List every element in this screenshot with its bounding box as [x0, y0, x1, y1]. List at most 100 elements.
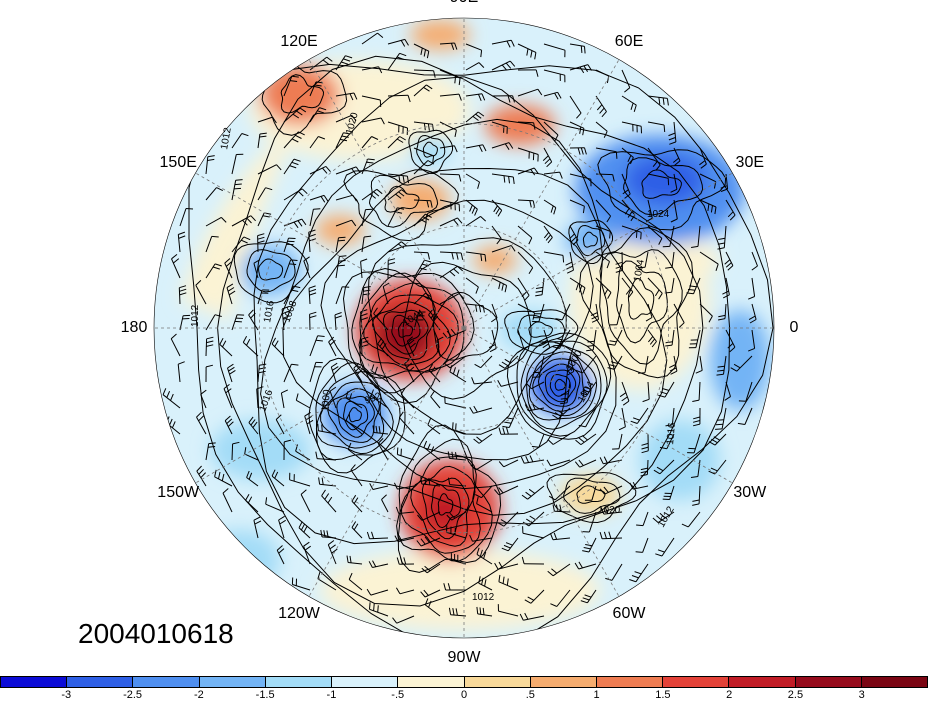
wind-barb	[595, 121, 608, 138]
wind-barb	[647, 95, 669, 106]
meridian-line	[463, 59, 620, 329]
wind-barb	[652, 511, 675, 524]
isobar-line	[582, 231, 598, 248]
colorbar-tick-label: -3	[61, 689, 72, 701]
wind-barb	[361, 32, 384, 45]
wind-barb	[387, 258, 396, 279]
wind-barb	[595, 225, 611, 239]
isobar-line	[327, 388, 380, 443]
longitude-label: 60W	[612, 604, 646, 622]
wind-barb	[681, 511, 701, 528]
wind-barb	[584, 485, 597, 501]
wind-barb	[430, 390, 441, 409]
isobar-line	[616, 260, 668, 344]
wind-barb	[569, 43, 586, 54]
wind-barb	[473, 433, 493, 444]
wind-barb	[291, 577, 311, 591]
wind-barb	[724, 381, 731, 401]
isobar-line	[320, 381, 385, 449]
wind-barb	[595, 251, 610, 269]
wind-barb	[200, 389, 207, 409]
colorbar-tick-label: 1	[593, 689, 600, 701]
wind-barb	[715, 407, 727, 430]
colorbar-tick-label: 3	[858, 689, 865, 701]
wind-barb	[179, 208, 194, 227]
wind-barb	[447, 451, 467, 461]
wind-barb	[335, 219, 357, 227]
wind-barb	[309, 56, 333, 71]
wind-barb	[223, 384, 233, 409]
wind-barb	[427, 418, 441, 435]
wind-barb	[574, 459, 597, 468]
colorbar	[0, 676, 928, 688]
wind-barb	[387, 52, 407, 71]
wind-barb	[670, 199, 678, 223]
wind-barb	[257, 116, 277, 124]
wind-barb	[387, 38, 409, 47]
wind-barb	[748, 303, 757, 324]
lat-lon-grid	[154, 18, 774, 638]
wind-barb	[283, 158, 301, 175]
wind-barb	[214, 469, 233, 487]
wind-barb	[428, 363, 441, 383]
wind-barb	[521, 485, 545, 500]
latitude-circle	[258, 122, 670, 534]
wind-barb	[345, 391, 363, 409]
wind-barb	[283, 188, 308, 201]
wind-barb	[687, 433, 701, 454]
wind-barb	[640, 459, 649, 477]
isobar-line	[253, 76, 704, 545]
meridian-line	[308, 327, 465, 597]
wind-barb	[413, 251, 430, 260]
wind-barb	[730, 355, 753, 372]
wind-barb	[361, 117, 385, 125]
wind-barb	[569, 95, 582, 119]
wind-barb	[361, 188, 383, 201]
wind-barb	[368, 560, 389, 568]
wind-barb	[621, 69, 631, 93]
wind-barb	[242, 335, 259, 357]
wind-barb	[630, 407, 649, 424]
colorbar-segment	[398, 677, 465, 687]
wind-barb	[205, 263, 222, 279]
wind-barb	[653, 459, 675, 475]
wind-barb	[535, 277, 545, 297]
wind-barb	[619, 381, 630, 406]
isobar-line	[258, 258, 284, 281]
isobar-line	[320, 199, 594, 461]
wind-barb	[347, 442, 363, 461]
wind-barb	[607, 329, 623, 346]
longitude-label: 150W	[157, 484, 200, 501]
wind-barb	[607, 355, 623, 370]
wind-barb	[442, 328, 467, 339]
wind-barb	[543, 43, 566, 58]
wind-barb	[526, 381, 545, 390]
wind-barb	[595, 277, 612, 299]
wind-barb	[361, 235, 372, 253]
wind-barb	[748, 277, 756, 300]
wind-barb	[655, 537, 675, 557]
wind-barb	[271, 337, 285, 357]
wind-barb	[253, 516, 262, 539]
wind-barb	[595, 147, 618, 159]
wind-barb	[309, 107, 327, 123]
wind-barb	[638, 355, 649, 374]
wind-barb	[335, 166, 361, 175]
wind-barb	[471, 377, 493, 385]
wind-barb	[586, 329, 597, 352]
isobar-line	[391, 314, 421, 347]
isobar-line	[397, 321, 413, 338]
wind-barb	[699, 251, 719, 271]
wind-barb	[320, 529, 337, 539]
wind-barb	[552, 407, 571, 420]
wind-barb	[575, 433, 597, 446]
wind-barb	[569, 64, 593, 74]
longitude-label: 30E	[735, 154, 765, 171]
colorbar-segment	[729, 677, 796, 687]
colorbar-tick-label: .5	[525, 689, 535, 701]
wind-barb	[491, 303, 498, 323]
isobar-label: 1020	[598, 505, 621, 516]
wind-barb	[599, 456, 623, 465]
wind-barb	[645, 303, 653, 322]
isobar-label: 1016	[262, 299, 277, 323]
